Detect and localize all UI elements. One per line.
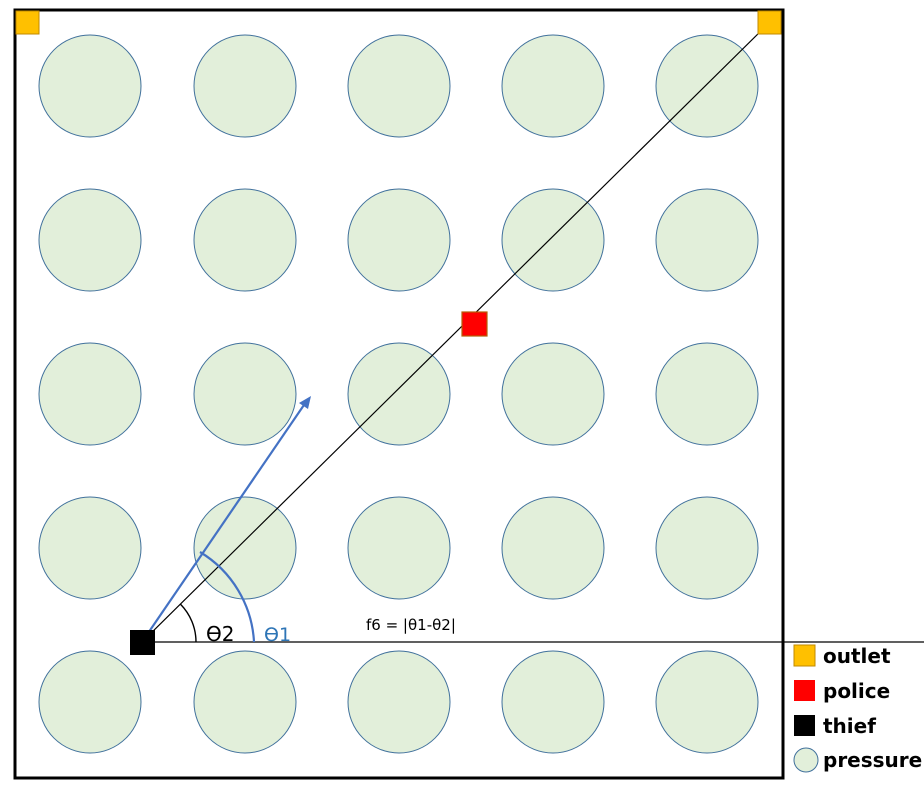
pressure-circle	[193, 342, 297, 446]
formula-text: f6 = |θ1-θ2|	[366, 616, 456, 634]
pressure-circle	[655, 496, 759, 600]
theta2-angle-arc	[179, 603, 197, 643]
pressure-circle	[501, 188, 605, 292]
pressure-circle	[655, 650, 759, 754]
thief-direction-arrow	[141, 396, 311, 643]
legend-police-swatch	[794, 680, 815, 701]
legend-item-pressure: pressure	[793, 747, 922, 773]
theta1-angle-arc	[199, 551, 256, 643]
pressure-circle	[347, 496, 451, 600]
pressure-circle	[501, 650, 605, 754]
theta2-label: Ɵ2	[206, 622, 234, 646]
pressure-circle	[38, 34, 142, 138]
pressure-circle	[655, 34, 759, 138]
pressure-circle	[38, 188, 142, 292]
pressure-circle	[655, 188, 759, 292]
pressure-circle	[501, 496, 605, 600]
legend-outlet-swatch	[793, 644, 816, 667]
pressure-circle	[193, 34, 297, 138]
legend-thief-swatch	[794, 715, 815, 736]
legend-item-police: police	[794, 679, 890, 703]
board-border	[13, 8, 785, 780]
legend-pressure-swatch	[793, 747, 819, 773]
legend-item-thief: thief	[794, 714, 876, 738]
legend-outlet-label: outlet	[823, 644, 891, 668]
pressure-circle	[38, 496, 142, 600]
thief-marker	[130, 630, 155, 655]
pressure-circle	[38, 342, 142, 446]
pressure-circle	[501, 34, 605, 138]
pressure-circle	[193, 188, 297, 292]
legend-pressure-label: pressure	[823, 748, 922, 772]
pressure-circle	[655, 342, 759, 446]
thief-to-outlet-line	[141, 21, 771, 643]
pressure-circle	[501, 342, 605, 446]
pressure-circle	[38, 650, 142, 754]
pressure-circle	[347, 188, 451, 292]
police-marker	[461, 311, 488, 337]
pressure-circle	[347, 34, 451, 138]
legend-item-outlet: outlet	[793, 644, 891, 668]
outlet-top-left	[15, 10, 40, 35]
pressure-grid	[38, 34, 759, 754]
outlet-top-right	[757, 10, 782, 35]
theta1-label: Ɵ1	[264, 624, 291, 646]
pressure-circle	[193, 650, 297, 754]
legend-police-label: police	[823, 679, 890, 703]
pressure-circle	[347, 650, 451, 754]
legend-thief-label: thief	[823, 714, 876, 738]
pressure-circle	[347, 342, 451, 446]
pressure-circle	[193, 496, 297, 600]
legend: outlet police thief pressure	[793, 644, 922, 773]
